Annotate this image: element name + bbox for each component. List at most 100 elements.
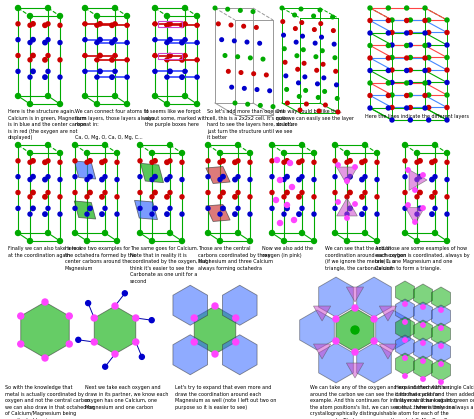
Circle shape [439,344,443,348]
Circle shape [31,37,35,42]
Circle shape [318,8,322,12]
Circle shape [218,238,222,243]
Circle shape [324,103,327,107]
Circle shape [95,75,99,79]
Polygon shape [431,359,450,381]
Circle shape [58,58,62,62]
Circle shape [82,93,88,98]
Circle shape [352,349,358,355]
Circle shape [368,81,372,85]
Circle shape [403,159,407,163]
Circle shape [414,150,419,155]
Circle shape [28,160,32,164]
Circle shape [423,31,427,35]
Circle shape [43,40,47,45]
Circle shape [98,22,102,26]
Circle shape [286,101,289,105]
Circle shape [138,159,142,163]
Circle shape [113,70,117,73]
Circle shape [323,90,327,93]
Polygon shape [206,166,230,184]
Circle shape [301,48,305,52]
Circle shape [28,212,32,216]
Circle shape [345,195,349,199]
Polygon shape [346,363,364,378]
Circle shape [423,68,427,72]
Polygon shape [409,170,427,190]
Circle shape [16,93,20,98]
Circle shape [58,178,62,181]
Circle shape [282,160,286,164]
Circle shape [247,150,253,155]
Circle shape [233,39,236,43]
Circle shape [386,31,390,35]
Circle shape [88,159,92,163]
Circle shape [285,190,289,195]
Circle shape [408,106,412,109]
Circle shape [284,202,290,207]
Circle shape [427,31,431,34]
Circle shape [46,5,51,10]
Circle shape [261,57,265,61]
Circle shape [271,105,275,109]
Circle shape [270,230,274,235]
Circle shape [319,22,323,26]
Polygon shape [413,320,433,342]
Circle shape [345,160,349,164]
Circle shape [57,238,63,243]
Circle shape [31,159,35,163]
Circle shape [348,159,352,163]
Circle shape [403,191,407,194]
Polygon shape [379,344,397,359]
Circle shape [165,177,169,182]
Circle shape [206,142,210,147]
Circle shape [31,174,35,179]
Circle shape [284,74,288,78]
Circle shape [270,207,274,210]
Circle shape [218,150,222,155]
Polygon shape [337,167,357,185]
Circle shape [439,362,443,366]
Polygon shape [379,306,397,321]
Circle shape [445,55,449,59]
Circle shape [168,175,172,178]
Circle shape [423,44,427,47]
Circle shape [150,160,154,164]
Circle shape [84,238,90,243]
Circle shape [296,67,300,71]
Circle shape [293,13,296,17]
Circle shape [282,238,286,243]
Circle shape [115,238,119,243]
Circle shape [98,69,102,74]
Circle shape [351,326,359,334]
Circle shape [430,212,434,216]
Circle shape [283,60,287,64]
Text: It seems like we forgot
about some, marked with
the purple boxes here: It seems like we forgot about some, mark… [145,109,208,127]
Circle shape [73,207,77,210]
Circle shape [85,178,89,181]
Polygon shape [405,207,425,224]
Circle shape [100,160,104,165]
Circle shape [194,13,200,18]
Circle shape [125,41,129,44]
Circle shape [100,212,104,216]
Circle shape [206,159,210,163]
Circle shape [427,55,431,59]
Polygon shape [336,308,374,352]
Circle shape [46,191,50,194]
Circle shape [102,230,108,235]
Polygon shape [413,356,433,378]
Text: We can connect four atoms to
form layers, those layers always
repeat in:

Ca, O,: We can connect four atoms to form layers… [75,109,154,140]
Circle shape [333,175,337,178]
Circle shape [223,54,227,57]
Polygon shape [206,204,230,222]
Circle shape [84,150,90,155]
Circle shape [221,206,225,211]
Circle shape [363,175,367,178]
Circle shape [153,159,157,163]
Circle shape [42,299,48,305]
Circle shape [336,163,340,167]
Circle shape [221,159,225,163]
Circle shape [360,195,364,199]
Circle shape [445,43,449,47]
